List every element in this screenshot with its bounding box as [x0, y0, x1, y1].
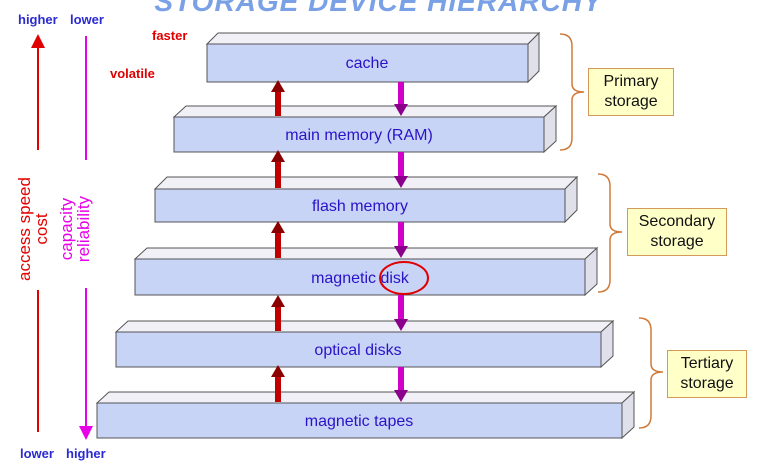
tertiary-storage-line1: Tertiary [680, 355, 734, 372]
level-main-memory [172, 104, 558, 154]
top-left-label: higher [18, 12, 58, 27]
primary-storage-box: Primary storage [588, 68, 674, 116]
bottom-right-label: higher [66, 446, 106, 461]
secondary-brace [597, 173, 623, 293]
secondary-storage-box: Secondary storage [627, 208, 727, 256]
down-arrow [394, 82, 408, 116]
down-arrows [394, 82, 408, 402]
up-arrow [271, 80, 285, 116]
up-arrow [271, 221, 285, 258]
volatile-label: volatile [110, 66, 155, 81]
secondary-storage-line2: storage [650, 233, 704, 250]
top-right-label: lower [70, 12, 104, 27]
bottom-left-label: lower [20, 446, 54, 461]
down-arrow [394, 152, 408, 188]
level-magnetic-tapes [95, 390, 636, 440]
level-magnetic-disk [133, 246, 599, 297]
level-label-magnetic-disk: magnetic disk [311, 270, 410, 287]
capacity-axis-arrow [79, 36, 93, 440]
diagram-title: STORAGE DEVICE HIERARCHY [154, 0, 603, 17]
level-label-flash-memory: flash memory [312, 198, 408, 215]
up-arrows [271, 80, 285, 402]
level-label-cache: cache [346, 55, 389, 72]
down-arrow [394, 367, 408, 402]
level-flash-memory [153, 175, 579, 224]
down-arrow [394, 222, 408, 258]
speed-axis-arrow [31, 34, 45, 432]
primary-brace [559, 33, 585, 151]
tertiary-brace [638, 317, 664, 429]
tertiary-storage-line2: storage [680, 375, 734, 392]
level-label-main-memory: main memory (RAM) [285, 127, 433, 144]
down-arrow [394, 295, 408, 331]
tertiary-storage-box: Tertiary storage [667, 350, 747, 398]
up-arrow [271, 365, 285, 402]
up-arrow [271, 295, 285, 331]
faster-label: faster [152, 28, 188, 43]
level-label-optical-disks: optical disks [314, 342, 401, 359]
level-optical-disks [114, 319, 615, 369]
level-label-magnetic-tapes: magnetic tapes [305, 413, 414, 430]
level-cache [205, 31, 541, 84]
up-arrow [271, 150, 285, 188]
braces [559, 33, 664, 429]
secondary-storage-line1: Secondary [638, 213, 716, 230]
primary-storage-line1: Primary [603, 73, 659, 90]
primary-storage-line2: storage [604, 93, 658, 110]
highlight-circle [379, 261, 429, 295]
